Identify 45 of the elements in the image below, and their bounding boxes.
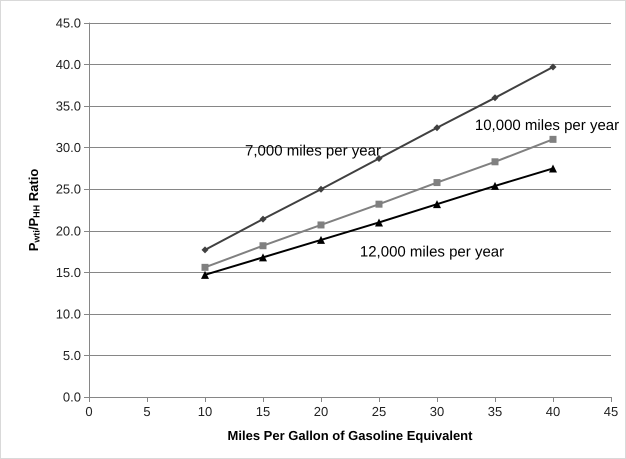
point: [201, 270, 209, 279]
y-tick-label: 40.0: [56, 57, 81, 72]
point: [550, 136, 556, 143]
point: [202, 264, 208, 271]
x-tick-label: 20: [314, 404, 328, 419]
point: [492, 158, 498, 166]
point: [202, 246, 208, 254]
y-tick-label: 20.0: [56, 223, 81, 238]
series-label: 10,000 miles per year: [474, 116, 620, 134]
y-tick-label: 35.0: [56, 98, 81, 114]
point: [318, 221, 324, 228]
y-tick-label: 10.0: [56, 306, 81, 322]
y-axis-title: Pwti/PHH Ratio: [26, 168, 42, 252]
x-tick-label: 10: [198, 404, 212, 419]
x-tick-label: 0: [85, 404, 93, 419]
x-tick-label: 40: [546, 404, 560, 419]
x-axis-title: Miles Per Gallon of Gasoline Equivalent: [228, 428, 474, 443]
y-tick-label: 5.0: [62, 348, 81, 363]
point: [259, 253, 267, 262]
series-label: 12,000 miles per year: [360, 244, 504, 261]
y-tick-label: 30.0: [56, 140, 81, 156]
y-tick-label: 45.0: [56, 16, 81, 30]
point: [376, 200, 382, 208]
point: [260, 242, 266, 250]
x-tick-label: 25: [372, 404, 386, 419]
point: [550, 64, 556, 71]
point: [433, 200, 441, 208]
point: [317, 236, 325, 244]
point: [375, 218, 383, 226]
point: [260, 216, 266, 223]
point: [549, 164, 557, 172]
point: [318, 186, 324, 193]
x-tick-label: 35: [488, 404, 502, 419]
point: [491, 182, 499, 190]
series-label: 7,000 miles per year: [245, 142, 381, 160]
x-tick-label: 15: [256, 404, 270, 419]
x-tick-label: 30: [430, 404, 444, 419]
point: [492, 94, 498, 102]
point: [434, 124, 440, 132]
x-tick-label: 45: [604, 404, 618, 419]
x-tick-label: 5: [143, 404, 151, 419]
y-tick-label: 25.0: [56, 182, 81, 197]
point: [434, 179, 440, 186]
y-tick-label: 0.0: [62, 390, 81, 404]
y-tick-label: 15.0: [56, 264, 81, 280]
